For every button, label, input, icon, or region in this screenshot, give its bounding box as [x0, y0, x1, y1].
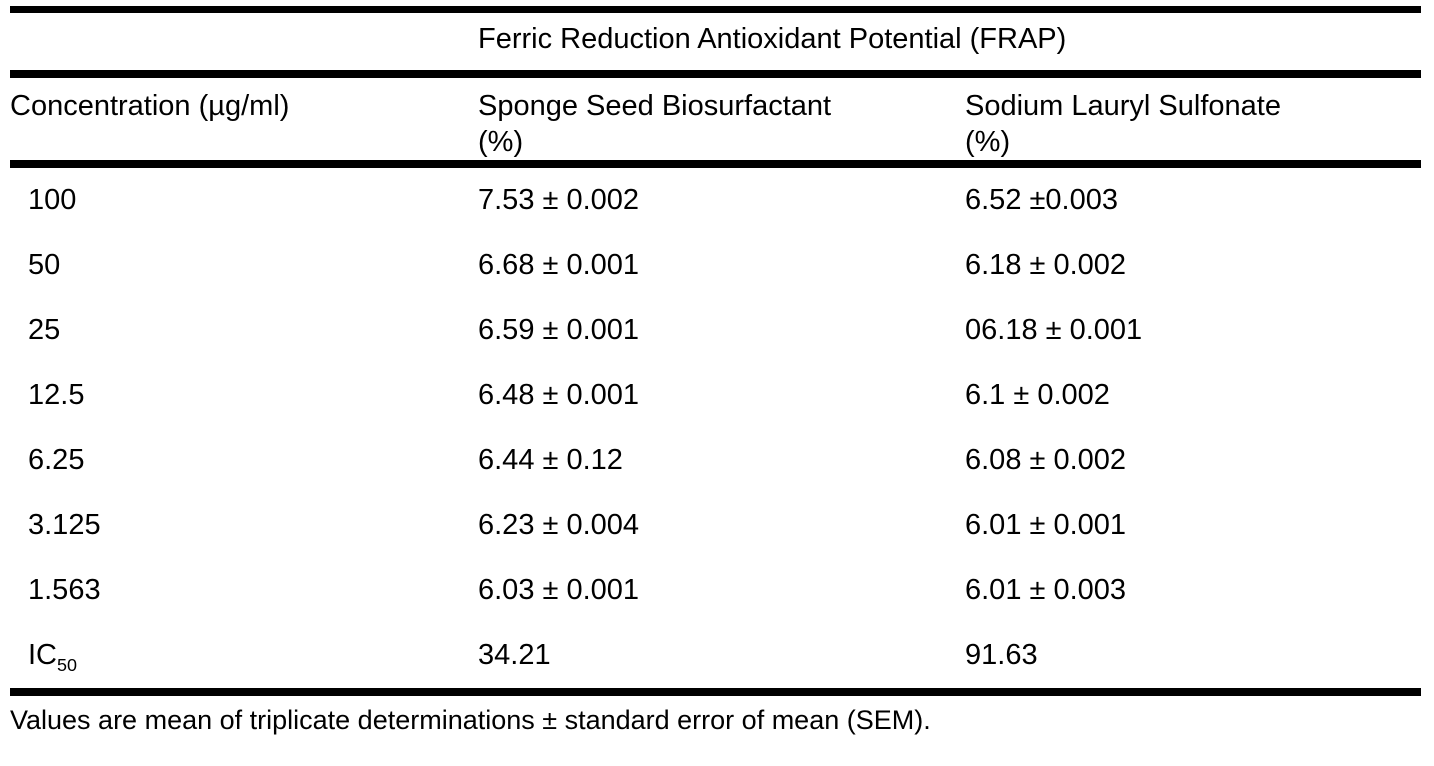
table-row: 3.125 6.23 ± 0.004 6.01 ± 0.001: [10, 493, 1421, 558]
sponge-value-cell: 34.21: [478, 639, 551, 671]
table-title-row: Ferric Reduction Antioxidant Potential (…: [10, 9, 1421, 78]
table-row: 100 7.53 ± 0.002 6.52 ±0.003: [10, 164, 1421, 233]
sponge-value-cell: 6.48 ± 0.001: [478, 379, 640, 411]
table-row: 25 6.59 ± 0.001 06.18 ± 0.001: [10, 298, 1421, 363]
sls-value-cell: 6.01 ± 0.001: [965, 509, 1127, 541]
concentration-cell: 6.25: [28, 444, 85, 476]
table-header-row: Concentration (µg/ml) Sponge Seed Biosur…: [10, 74, 1421, 168]
sponge-value-cell: 6.23 ± 0.004: [478, 509, 640, 541]
sls-value-cell: 6.52 ±0.003: [965, 184, 1118, 216]
sponge-value-cell: 6.68 ± 0.001: [478, 249, 640, 281]
table-row: 50 6.68 ± 0.001 6.18 ± 0.002: [10, 233, 1421, 298]
sls-column-unit: (%): [965, 126, 1011, 158]
table-row: 12.5 6.48 ± 0.001 6.1 ± 0.002: [10, 363, 1421, 428]
table-row: 6.25 6.44 ± 0.12 6.08 ± 0.002: [10, 428, 1421, 493]
sponge-value-cell: 7.53 ± 0.002: [478, 184, 640, 216]
concentration-cell: 1.563: [28, 574, 101, 606]
sls-value-cell: 6.08 ± 0.002: [965, 444, 1127, 476]
table-footnote: Values are mean of triplicate determinat…: [10, 705, 931, 735]
concentration-cell: 25: [28, 314, 61, 346]
sponge-column-label: Sponge Seed Biosurfactant: [478, 90, 832, 122]
sls-column-label: Sodium Lauryl Sulfonate: [965, 90, 1281, 122]
frap-table: Ferric Reduction Antioxidant Potential (…: [10, 6, 1421, 696]
sls-value-cell: 6.01 ± 0.003: [965, 574, 1127, 606]
concentration-subscript: 50: [57, 654, 77, 675]
sponge-value-cell: 6.03 ± 0.001: [478, 574, 640, 606]
title-spacer-cell: [10, 9, 478, 78]
concentration-cell: 12.5: [28, 379, 85, 411]
concentration-column-header: Concentration (µg/ml): [10, 74, 478, 168]
sponge-column-header: Sponge Seed Biosurfactant (%): [478, 74, 965, 168]
sls-value-cell: 91.63: [965, 639, 1038, 671]
concentration-column-label: Concentration (µg/ml): [10, 90, 290, 122]
concentration-cell: 3.125: [28, 509, 101, 541]
sponge-value-cell: 6.44 ± 0.12: [478, 444, 623, 476]
table-body: 100 7.53 ± 0.002 6.52 ±0.003 50 6.68 ± 0.001…: [10, 164, 1421, 692]
sponge-column-unit: (%): [478, 126, 524, 158]
sls-value-cell: 6.1 ± 0.002: [965, 379, 1110, 411]
sls-value-cell: 6.18 ± 0.002: [965, 249, 1127, 281]
sls-column-header: Sodium Lauryl Sulfonate (%): [965, 74, 1421, 168]
sponge-value-cell: 6.59 ± 0.001: [478, 314, 640, 346]
table-row: 1.563 6.03 ± 0.001 6.01 ± 0.003: [10, 558, 1421, 623]
concentration-cell: 100: [28, 184, 77, 216]
concentration-cell: IC50: [28, 639, 77, 675]
table-row: IC50 34.21 91.63: [10, 623, 1421, 692]
sls-value-cell: 06.18 ± 0.001: [965, 314, 1143, 346]
table-title: Ferric Reduction Antioxidant Potential (…: [478, 9, 1421, 78]
concentration-cell: 50: [28, 249, 61, 281]
